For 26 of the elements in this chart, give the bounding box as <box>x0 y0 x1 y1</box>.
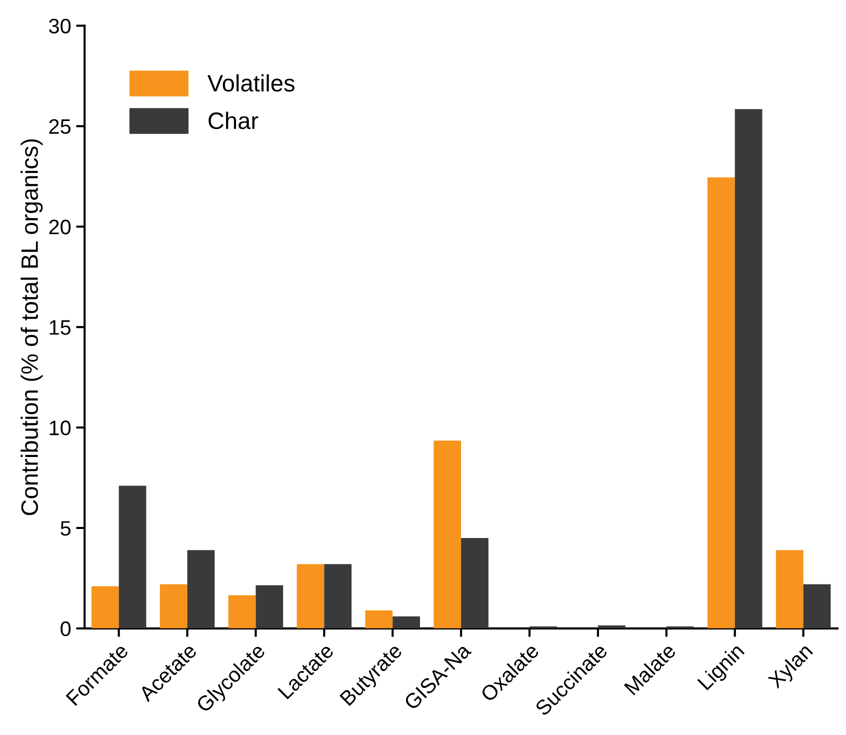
bar <box>461 538 488 628</box>
bar <box>434 440 462 628</box>
legend-label: Char <box>208 112 258 130</box>
y-axis-title: Contribution (% of total BL organics) <box>20 139 43 516</box>
bar <box>392 616 420 628</box>
bar <box>228 595 256 628</box>
bar <box>365 610 393 628</box>
y-tick-label: 15 <box>50 320 71 335</box>
y-tick-label: 30 <box>49 18 71 34</box>
bar <box>776 550 804 628</box>
bar <box>91 586 119 628</box>
bar <box>803 584 831 628</box>
bar <box>296 564 324 628</box>
bar <box>256 585 284 628</box>
y-tick-label: 25 <box>49 119 71 134</box>
bar <box>187 550 215 628</box>
bar <box>324 564 352 628</box>
bar <box>160 584 188 628</box>
y-tick-label: 20 <box>49 220 71 234</box>
y-tick-label: 5 <box>60 521 71 536</box>
legend-label: Volatiles <box>207 74 294 92</box>
y-tick-label: 0 <box>60 621 71 636</box>
bar <box>707 177 735 628</box>
bar <box>118 486 146 628</box>
y-tick-label: 10 <box>50 420 71 436</box>
bar <box>734 109 762 628</box>
